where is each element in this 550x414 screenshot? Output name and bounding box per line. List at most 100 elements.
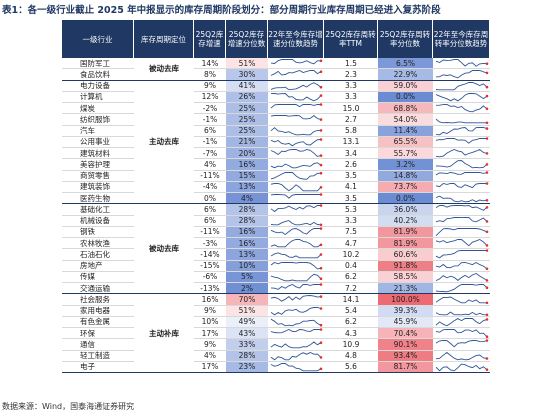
growth-trend [268, 238, 324, 250]
growth-percentile: 13% [226, 181, 268, 193]
turnover-percentile: 14.8% [378, 170, 433, 182]
turnover-percentile: 58.5% [378, 271, 433, 283]
trend-line [435, 70, 488, 79]
growth-percentile: 49% [226, 316, 268, 328]
turnover: 5.8 [324, 126, 378, 137]
turnover-trend [433, 238, 490, 250]
growth-percentile: 4% [226, 193, 268, 205]
trend-end [485, 163, 489, 166]
inventory-growth: 17% [194, 362, 226, 373]
inventory-growth: -13% [194, 283, 226, 295]
trend-end [319, 118, 323, 122]
growth-trend [268, 58, 324, 70]
trend-end [319, 226, 323, 230]
growth-percentile: 25% [226, 114, 268, 126]
industry: 交通运输 [62, 283, 134, 295]
growth-percentile: 25% [226, 125, 268, 137]
turnover: 5.6 [324, 362, 378, 373]
trend-end [319, 306, 323, 310]
growth-trend [268, 126, 324, 137]
industry: 农林牧渔 [62, 238, 134, 250]
inventory-growth: 17% [194, 328, 226, 340]
growth-percentile: 23% [226, 361, 268, 373]
turnover-percentile: 73.7% [378, 181, 433, 193]
turnover-trend [433, 81, 490, 92]
growth-trend [268, 272, 324, 283]
trend-end [319, 355, 323, 359]
trend-end [319, 341, 323, 345]
trend-line [270, 362, 322, 372]
trend-line [435, 216, 488, 222]
trend-end [485, 313, 489, 316]
inventory-growth: 4% [194, 351, 226, 362]
growth-percentile: 13% [226, 249, 268, 261]
growth-trend [268, 204, 324, 216]
growth-trend [268, 69, 324, 81]
trend-line [435, 160, 488, 169]
trend-line [270, 92, 322, 102]
trend-end [319, 171, 323, 174]
trend-end [485, 368, 489, 371]
header-cell: 22年至今库存周转率分位数趋势 [433, 20, 490, 58]
turnover-trend [433, 103, 490, 115]
trend-line [270, 306, 322, 315]
turnover-percentile: 91.8% [378, 260, 433, 272]
trend-end [319, 164, 323, 167]
trend-line [270, 104, 321, 109]
turnover-trend [433, 204, 490, 216]
industry: 电力设备 [62, 81, 134, 92]
sparkline [270, 81, 323, 90]
industry: 国防军工 [62, 58, 134, 70]
turnover-percentile: 3.2% [378, 159, 433, 171]
turnover-percentile: 65.5% [378, 136, 433, 148]
trend-line [270, 295, 322, 302]
turnover: 3.4 [324, 148, 378, 160]
turnover-trend [433, 351, 490, 362]
trend-end [319, 328, 323, 331]
turnover-percentile: 6.5% [378, 58, 433, 70]
growth-percentile: 16% [226, 159, 268, 171]
header-cell: 25Q2库存增速 [194, 20, 226, 58]
trend-line [435, 363, 488, 372]
trend-line [435, 284, 488, 293]
trend-line [435, 118, 487, 124]
trend-end [319, 59, 323, 63]
trend-line [270, 194, 321, 199]
turnover-trend [433, 193, 490, 205]
growth-percentile: 10% [226, 260, 268, 272]
sparkline [270, 126, 323, 135]
sparkline [435, 238, 489, 247]
trend-end [485, 267, 489, 270]
trend-end [485, 249, 489, 253]
growth-trend [268, 114, 324, 126]
inventory-growth: -14% [194, 249, 226, 261]
turnover: 4.7 [324, 238, 378, 250]
turnover: 14.1 [324, 294, 378, 306]
inventory-growth: -7% [194, 148, 226, 160]
group-label: 被动去库 [134, 204, 194, 295]
sparkline [270, 306, 323, 315]
trend-line [270, 239, 322, 248]
trend-end [319, 185, 323, 189]
industry: 传媒 [62, 272, 134, 283]
trend-line [270, 219, 322, 225]
sparkline [270, 59, 323, 65]
growth-percentile: 21% [226, 136, 268, 148]
trend-line [435, 296, 487, 304]
trend-end [319, 253, 323, 257]
inventory-growth: 16% [194, 294, 226, 306]
turnover: 0.4 [324, 261, 378, 272]
trend-end [319, 323, 323, 327]
growth-trend [268, 226, 324, 238]
sparkline [435, 205, 489, 212]
trend-line [270, 126, 322, 135]
inventory-growth: -3% [194, 238, 226, 250]
industry: 美容护理 [62, 159, 134, 171]
sparkline [270, 92, 323, 102]
turnover-percentile: 81.9% [378, 238, 433, 250]
turnover-percentile: 70.4% [378, 328, 433, 340]
growth-trend [268, 148, 324, 160]
growth-trend [268, 216, 324, 227]
group-label: 主动去库 [134, 80, 194, 205]
source: 数据来源：Wind，国泰海通证券研究 [2, 402, 135, 411]
